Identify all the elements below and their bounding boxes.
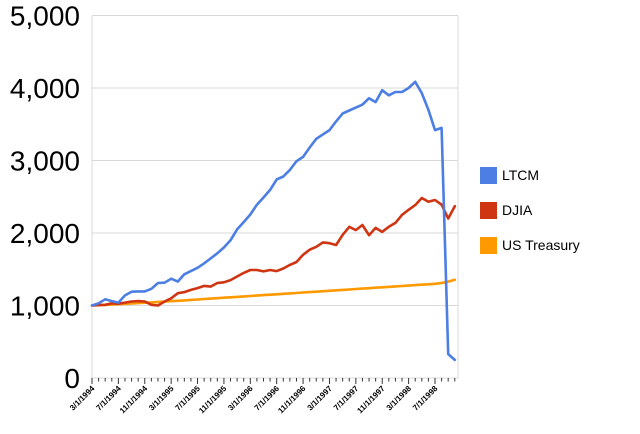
x-axis-label: 11/1/1995 [197,384,229,416]
y-axis-label: 2,000 [10,218,80,249]
legend-item-us-treasury: US Treasury [480,237,580,254]
legend-label-us-treasury: US Treasury [502,237,580,253]
x-axis-label: 11/1/1994 [118,384,150,416]
legend-item-djia: DJIA [480,202,580,219]
x-axis-label: 3/1/1998 [385,384,414,413]
legend-swatch-ltcm-icon [480,167,497,184]
series-line-us-treasury [90,278,457,307]
y-axis-label: 3,000 [10,146,80,177]
chart-legend: LTCM DJIA US Treasury [480,167,580,254]
x-axis-label: 7/1/1998 [411,384,440,413]
y-axis-label: 1,000 [10,291,80,322]
legend-swatch-us-treasury-icon [480,237,497,254]
x-axis-label: 3/1/1996 [226,384,255,413]
y-axis-label: 5,000 [10,1,80,32]
legend-label-djia: DJIA [502,202,533,218]
x-axis-label: 3/1/1997 [305,384,334,413]
series-line-ltcm [90,80,457,362]
x-axis-label: 3/1/1995 [147,384,176,413]
y-axis-label: 0 [64,363,80,394]
legend-label-ltcm: LTCM [502,167,540,183]
y-axis-label: 4,000 [10,73,80,104]
x-axis-label: 11/1/1997 [355,384,387,416]
legend-swatch-djia-icon [480,202,497,219]
legend-item-ltcm: LTCM [480,167,580,184]
x-axis-label: 11/1/1996 [276,384,308,416]
series-line-djia [90,196,457,307]
